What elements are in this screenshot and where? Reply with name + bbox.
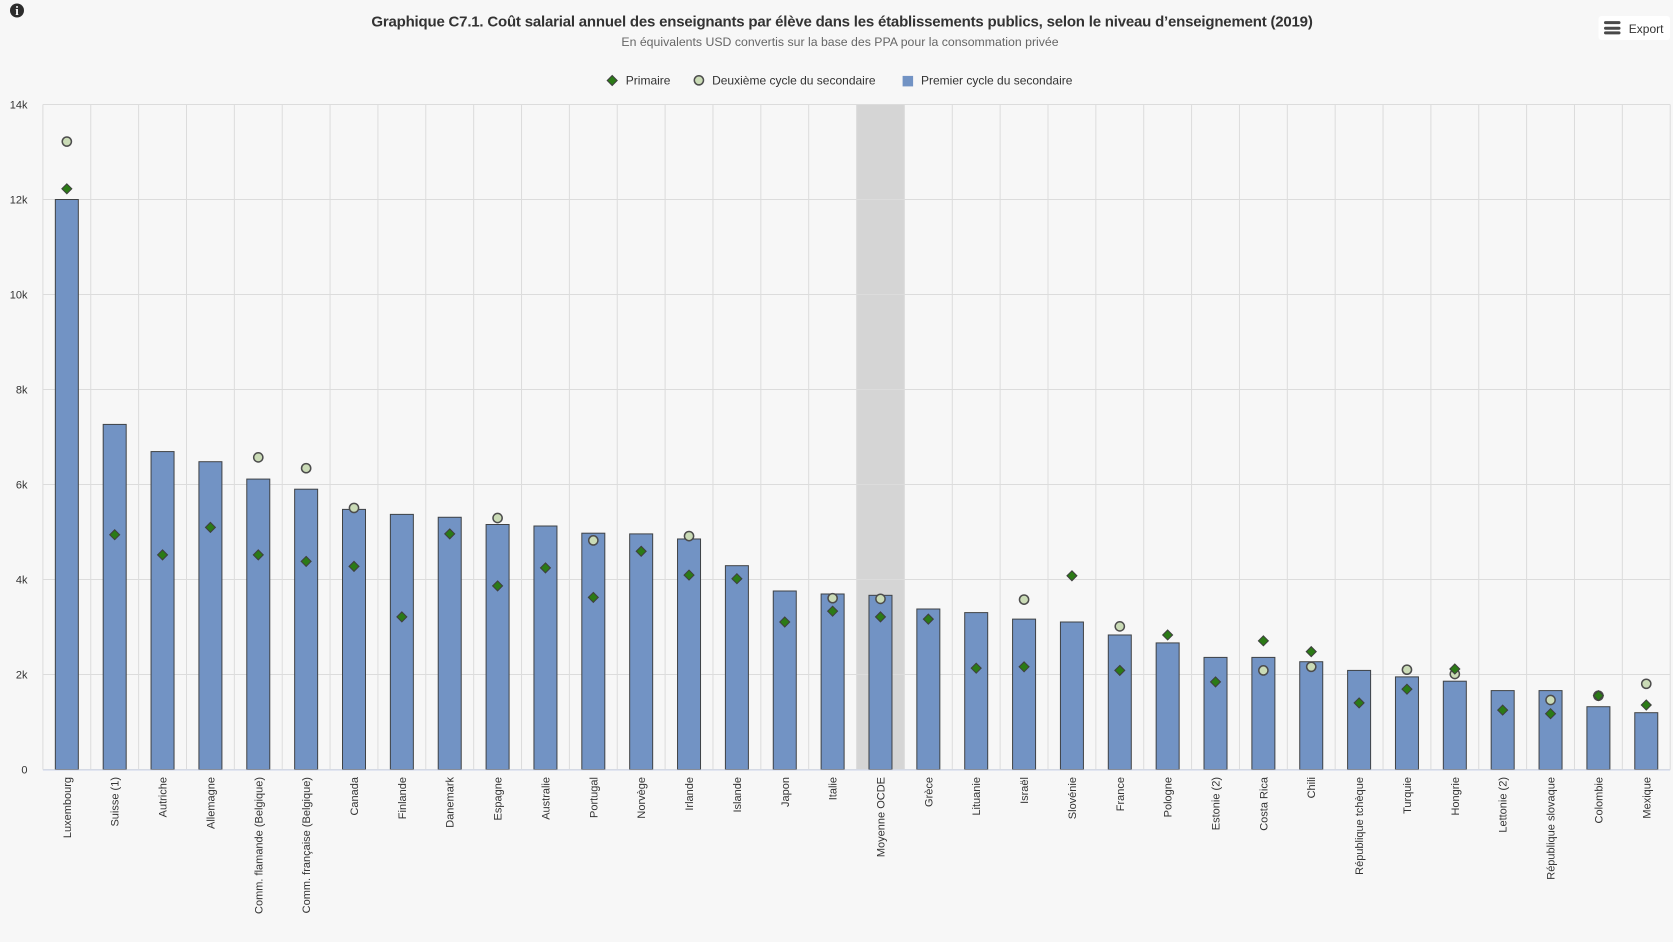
svg-text:Premier cycle du secondaire: Premier cycle du secondaire — [921, 74, 1073, 88]
svg-text:Islande: Islande — [732, 777, 744, 812]
svg-text:République tchèque: République tchèque — [1354, 777, 1366, 875]
svg-text:Luxembourg: Luxembourg — [62, 777, 74, 838]
svg-text:Deuxième cycle du secondaire: Deuxième cycle du secondaire — [712, 74, 876, 88]
svg-text:Canada: Canada — [349, 776, 361, 815]
svg-text:10k: 10k — [10, 290, 28, 302]
svg-text:Lettonie (2): Lettonie (2) — [1498, 777, 1510, 833]
svg-text:Slovénie: Slovénie — [1067, 777, 1079, 819]
svg-text:6k: 6k — [16, 480, 28, 492]
svg-text:12k: 12k — [10, 195, 28, 207]
svg-text:Norvège: Norvège — [636, 777, 648, 819]
svg-text:Australie: Australie — [540, 777, 552, 820]
svg-text:i: i — [15, 4, 19, 18]
svg-text:France: France — [1115, 777, 1127, 811]
svg-text:8k: 8k — [16, 385, 28, 397]
svg-text:Lituanie: Lituanie — [971, 777, 983, 816]
svg-text:Pologne: Pologne — [1163, 777, 1175, 817]
svg-text:En équivalents USD convertis s: En équivalents USD convertis sur la base… — [621, 35, 1058, 49]
svg-text:Autriche: Autriche — [158, 777, 170, 817]
svg-text:Export: Export — [1629, 22, 1664, 36]
svg-text:Suisse (1): Suisse (1) — [110, 777, 122, 827]
svg-text:0: 0 — [21, 765, 27, 777]
svg-text:Comm. française (Belgique): Comm. française (Belgique) — [301, 777, 313, 913]
svg-text:Estonie (2): Estonie (2) — [1211, 777, 1223, 830]
svg-text:Graphique C7.1. Coût salarial: Graphique C7.1. Coût salarial annuel des… — [371, 14, 1312, 31]
svg-text:Hongrie: Hongrie — [1450, 777, 1462, 816]
svg-text:Turquie: Turquie — [1402, 777, 1414, 814]
svg-text:Chili: Chili — [1306, 777, 1318, 798]
svg-text:Moyenne OCDE: Moyenne OCDE — [875, 777, 887, 857]
svg-text:4k: 4k — [16, 575, 28, 587]
svg-text:Irlande: Irlande — [684, 777, 696, 811]
svg-text:2k: 2k — [16, 670, 28, 682]
svg-text:Colombie: Colombie — [1593, 777, 1605, 823]
svg-text:Allemagne: Allemagne — [205, 777, 217, 829]
svg-text:République slovaque: République slovaque — [1546, 777, 1558, 880]
svg-text:Finlande: Finlande — [397, 777, 409, 819]
svg-text:14k: 14k — [10, 100, 28, 112]
svg-text:Mexique: Mexique — [1641, 777, 1653, 819]
svg-text:Danemark: Danemark — [445, 777, 457, 828]
svg-text:Grèce: Grèce — [923, 777, 935, 807]
svg-text:Primaire: Primaire — [626, 74, 671, 88]
svg-text:Espagne: Espagne — [493, 777, 505, 820]
svg-text:Israël: Israël — [1019, 777, 1031, 804]
svg-text:Comm. flamande (Belgique): Comm. flamande (Belgique) — [253, 777, 265, 914]
svg-text:Costa Rica: Costa Rica — [1258, 776, 1270, 831]
svg-text:Portugal: Portugal — [588, 777, 600, 818]
svg-text:Japon: Japon — [780, 777, 792, 807]
svg-text:Italie: Italie — [828, 777, 840, 800]
